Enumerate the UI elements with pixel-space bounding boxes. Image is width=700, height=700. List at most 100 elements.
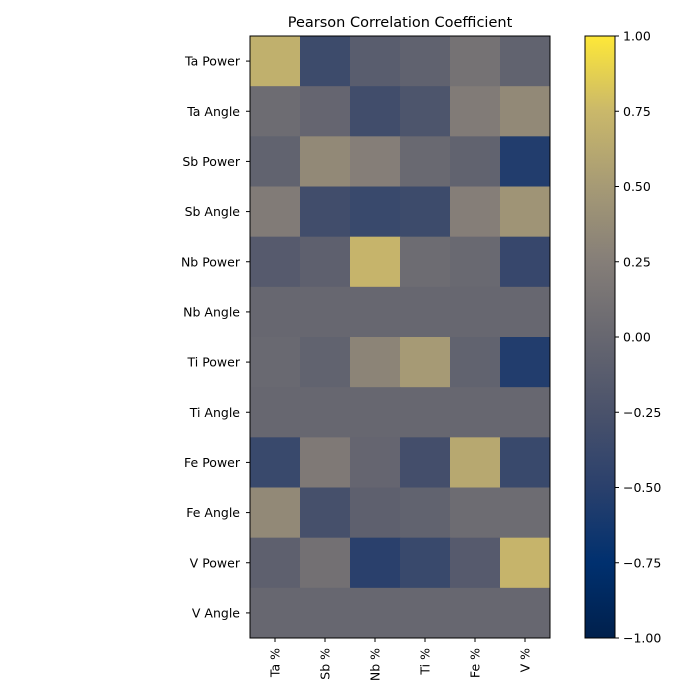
heatmap-cell xyxy=(250,387,301,438)
heatmap-cell xyxy=(450,86,501,137)
colorbar-tick-label: 0.75 xyxy=(623,104,651,119)
heatmap-cell xyxy=(300,186,351,238)
heatmap-cell xyxy=(400,487,451,539)
heatmap-cell xyxy=(250,136,301,187)
colorbar-tick-label: 0.25 xyxy=(623,254,651,269)
row-label: Ta Angle xyxy=(186,104,240,119)
heatmap-cell xyxy=(400,186,451,238)
heatmap-cell xyxy=(400,286,451,338)
heatmap-cell xyxy=(400,136,451,187)
column-label: Ta % xyxy=(268,648,283,678)
row-label: Fe Power xyxy=(184,455,241,470)
heatmap-cell xyxy=(500,286,551,338)
heatmap-cell xyxy=(450,437,501,488)
heatmap-cell xyxy=(300,86,351,137)
heatmap-cell xyxy=(250,337,301,388)
heatmap-cell xyxy=(350,86,401,137)
heatmap-cell xyxy=(300,136,351,187)
heatmap-cell xyxy=(450,487,501,539)
row-label: Sb Power xyxy=(182,154,240,169)
heatmap-cell xyxy=(450,587,501,639)
row-label: V Power xyxy=(190,555,241,570)
heatmap-cell xyxy=(450,186,501,238)
heatmap-cell xyxy=(500,437,551,488)
heatmap-cell xyxy=(300,387,351,438)
heatmap-cell xyxy=(400,236,451,288)
heatmap-cell xyxy=(350,186,401,238)
heatmap-cell xyxy=(300,286,351,338)
heatmap-cell xyxy=(400,36,451,87)
row-labels: Ta Power Ta Angle Sb Power Sb Angle Nb Power… xyxy=(181,54,250,620)
colorbar-ticks: 1.00 0.75 0.50 0.25 0.00 −0.25 −0.50 −0.75 −1.00 xyxy=(615,29,661,646)
row-label: Fe Angle xyxy=(186,505,240,520)
colorbar-tick-label: −0.25 xyxy=(623,405,661,420)
heatmap-cell xyxy=(450,337,501,388)
heatmap-cell xyxy=(250,86,301,137)
heatmap-cell xyxy=(450,387,501,438)
heatmap-cell xyxy=(250,587,301,639)
heatmap-cell xyxy=(500,587,551,639)
column-label: Fe % xyxy=(468,648,483,678)
column-label: V % xyxy=(518,648,533,673)
heatmap-cell xyxy=(250,186,301,238)
heatmap-cell xyxy=(400,337,451,388)
heatmap-cell xyxy=(500,136,551,187)
heatmap-cell xyxy=(450,36,501,87)
heatmap-cell xyxy=(300,337,351,388)
heatmap-cell xyxy=(400,387,451,438)
heatmap-cell xyxy=(500,186,551,238)
row-label: Ti Angle xyxy=(189,405,241,420)
heatmap-cell xyxy=(450,236,501,288)
heatmap-cell xyxy=(350,487,401,539)
row-label: Ti Power xyxy=(187,355,241,370)
heatmap-cell xyxy=(500,487,551,539)
heatmap-cell xyxy=(250,36,301,87)
colorbar-tick-label: −0.50 xyxy=(623,480,661,495)
heatmap-cell xyxy=(350,36,401,87)
colorbar-tick-label: 1.00 xyxy=(623,29,651,44)
heatmap-cell xyxy=(350,136,401,187)
chart-title: Pearson Correlation Coefficient xyxy=(288,15,513,31)
column-label: Nb % xyxy=(368,648,383,681)
heatmap-cell xyxy=(400,587,451,639)
heatmap-cell xyxy=(300,487,351,539)
heatmap-cell xyxy=(350,286,401,338)
colorbar-tick-label: 0.00 xyxy=(623,330,651,345)
heatmap-cell xyxy=(400,537,451,589)
heatmap-cell xyxy=(500,36,551,87)
heatmap-cell xyxy=(300,437,351,488)
heatmap-cell xyxy=(350,337,401,388)
column-labels: Ta % Sb % Nb % Ti % Fe % V % xyxy=(268,638,533,681)
heatmap-cell xyxy=(350,437,401,488)
heatmap-cell xyxy=(250,236,301,288)
row-label: Ta Power xyxy=(184,54,241,69)
heatmap-cell xyxy=(500,537,551,589)
heatmap-cell xyxy=(350,537,401,589)
column-label: Ti % xyxy=(418,648,433,676)
heatmap-cell xyxy=(500,236,551,288)
heatmap-cell xyxy=(250,286,301,338)
heatmap-cell xyxy=(300,537,351,589)
heatmap-cell xyxy=(300,36,351,87)
row-label: Nb Angle xyxy=(183,304,240,319)
heatmap-cell xyxy=(450,537,501,589)
heatmap-cell xyxy=(250,537,301,589)
heatmap-cell xyxy=(300,587,351,639)
heatmap-cell xyxy=(300,236,351,288)
heatmap-cells xyxy=(250,36,551,639)
row-label: Nb Power xyxy=(181,254,241,269)
heatmap-cell xyxy=(400,437,451,488)
heatmap-cell xyxy=(350,236,401,288)
heatmap-cell xyxy=(500,337,551,388)
colorbar-tick-label: 0.50 xyxy=(623,179,651,194)
heatmap-cell xyxy=(350,587,401,639)
colorbar-tick-label: −1.00 xyxy=(623,631,661,646)
row-label: V Angle xyxy=(192,605,240,620)
plot-frame xyxy=(249,35,551,639)
row-label: Sb Angle xyxy=(185,204,241,219)
heatmap-cell xyxy=(500,387,551,438)
column-label: Sb % xyxy=(318,648,333,680)
heatmap-cell xyxy=(250,487,301,539)
heatmap-cell xyxy=(350,387,401,438)
